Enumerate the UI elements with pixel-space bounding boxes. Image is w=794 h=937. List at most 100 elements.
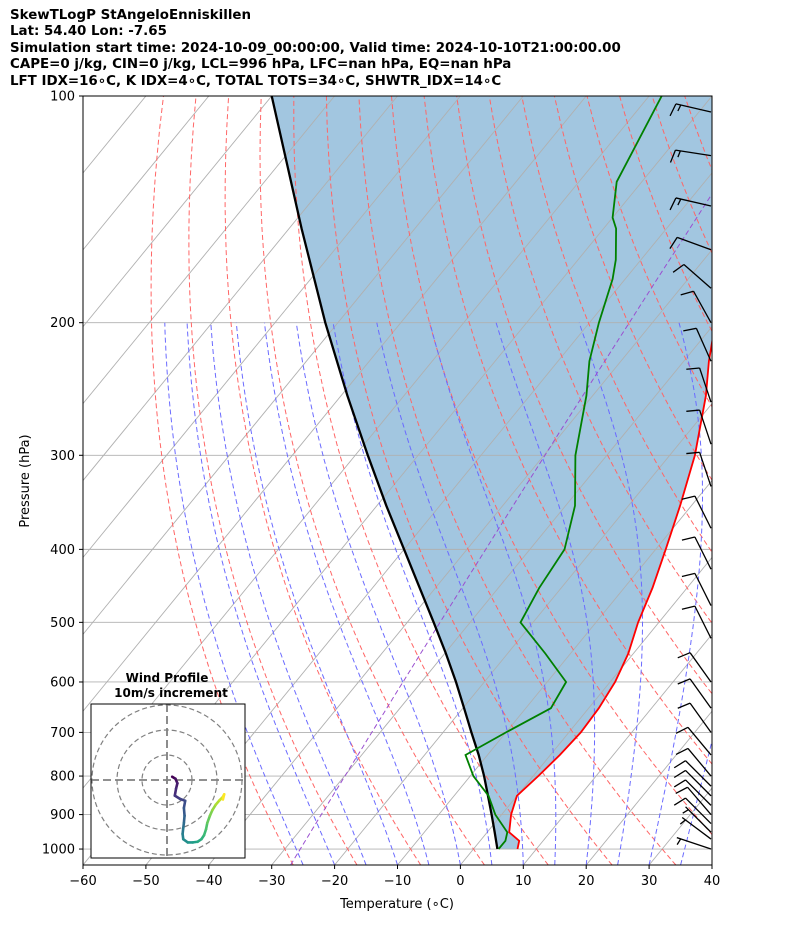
wind-barb-flag xyxy=(669,149,677,163)
time-line: Simulation start time: 2024-10-09_00:00:… xyxy=(10,40,621,56)
x-tick-label: 10 xyxy=(515,874,532,889)
cape-cin-shading xyxy=(271,96,712,849)
wind-barb-half-flag xyxy=(682,809,689,814)
hodograph-title: Wind Profile xyxy=(126,671,209,685)
wind-barb-staff xyxy=(695,328,712,362)
moist-adiabat xyxy=(429,322,557,865)
wind-barb xyxy=(677,702,712,733)
wind-barb-flag xyxy=(669,103,677,117)
wind-barb-staff xyxy=(683,264,712,289)
moist-adiabat xyxy=(186,322,336,865)
wind-barb xyxy=(680,290,712,324)
wind-barb xyxy=(672,263,712,289)
x-tick-label: 20 xyxy=(578,874,595,889)
wind-barb-flag xyxy=(673,769,686,779)
wind-barb-staff xyxy=(698,367,712,403)
moist-adiabat xyxy=(164,322,304,865)
wind-barb-half-flag xyxy=(679,819,686,825)
dry-adiabat xyxy=(358,96,677,865)
wind-barb-staff xyxy=(689,652,712,683)
wind-barb xyxy=(686,409,712,445)
mixing-ratio-line xyxy=(290,193,712,865)
wind-barb-flag xyxy=(669,237,678,249)
wind-barb-staff xyxy=(685,797,712,825)
moist-adiabat xyxy=(210,322,367,865)
dry-adiabat xyxy=(259,96,485,865)
hodograph-background xyxy=(91,704,245,858)
wind-barb xyxy=(681,572,712,606)
x-tick-label: −60 xyxy=(69,874,96,889)
isotherm-gridline xyxy=(334,402,712,865)
wind-barb-staff xyxy=(694,495,712,529)
wind-barb-half-flag xyxy=(677,104,682,112)
wind-barb-staff xyxy=(675,149,712,157)
wind-barb-flag xyxy=(681,572,696,578)
dewpoint-line xyxy=(464,96,663,850)
wind-barb-staff xyxy=(694,605,712,639)
isotherm-gridline xyxy=(522,633,712,865)
dry-adiabat xyxy=(750,96,794,865)
isotherm-gridline xyxy=(397,479,712,865)
isotherm-gridline xyxy=(83,96,210,251)
y-tick-label: 1000 xyxy=(42,843,75,858)
wind-barb xyxy=(675,726,712,756)
chart-header: SkewTLogP StAngeloEnniskillen Lat: 54.40… xyxy=(10,8,621,90)
wind-barb-staff xyxy=(685,769,712,797)
wind-barb xyxy=(669,197,712,211)
wind-barb-half-flag xyxy=(676,838,682,845)
wind-barb-staff xyxy=(687,726,712,756)
wind-barb xyxy=(686,451,712,487)
dry-adiabat xyxy=(717,96,794,865)
wind-barb-staff xyxy=(687,747,712,777)
isotherm-gridline xyxy=(145,172,712,865)
isotherm-gridline xyxy=(460,556,712,865)
wind-barb-staff xyxy=(685,760,712,787)
y-tick-label: 200 xyxy=(50,316,75,331)
isotherm-gridline xyxy=(585,710,712,865)
dry-adiabat xyxy=(293,96,549,865)
x-tick-label: 0 xyxy=(456,874,464,889)
dry-adiabat xyxy=(423,96,712,765)
moist-adiabat xyxy=(295,322,461,865)
wind-barb xyxy=(681,536,712,570)
wind-barb-staff xyxy=(694,536,712,570)
isotherm-gridline xyxy=(83,96,335,405)
x-tick-label: 30 xyxy=(641,874,658,889)
x-tick-label: −20 xyxy=(321,874,348,889)
wind-barb-flag xyxy=(675,747,689,756)
wind-barb-staff xyxy=(689,702,712,733)
wind-barb-staff xyxy=(676,837,712,850)
y-tick-label: 600 xyxy=(50,675,75,690)
wind-barb xyxy=(675,747,712,777)
wind-barb-staff xyxy=(685,806,712,833)
x-tick-label: −50 xyxy=(132,874,159,889)
wind-barb-half-flag xyxy=(677,150,681,158)
moist-adiabat xyxy=(264,322,430,865)
wind-barb xyxy=(679,816,712,840)
isotherm-gridline xyxy=(83,96,461,559)
wind-barb xyxy=(677,652,712,683)
dry-adiabat xyxy=(150,96,294,865)
wind-barb-flag xyxy=(683,327,697,332)
y-tick-label: 300 xyxy=(50,449,75,464)
wind-barb-flag xyxy=(672,263,685,273)
wind-barb xyxy=(681,605,712,639)
wind-barb-flag xyxy=(675,786,688,795)
dry-adiabat xyxy=(521,96,712,554)
isotherm-gridline xyxy=(83,96,84,97)
temperature-line xyxy=(508,337,712,850)
hodograph-subtitle: 10m/s increment xyxy=(114,686,228,700)
wind-barb-flag xyxy=(686,451,700,455)
moist-adiabat xyxy=(495,322,596,865)
wind-barb xyxy=(673,769,712,797)
x-axis-label: Temperature (∘C) xyxy=(339,897,454,912)
x-tick-label: −40 xyxy=(195,874,222,889)
wind-barb-staff xyxy=(692,290,712,324)
y-tick-label: 100 xyxy=(50,90,75,105)
hodograph-plot xyxy=(91,704,245,858)
wind-barb-flag xyxy=(681,495,696,500)
wind-barb-staff xyxy=(694,573,712,606)
wind-barb xyxy=(669,103,712,117)
x-tick-label: −30 xyxy=(258,874,285,889)
wind-barb-staff xyxy=(687,786,712,816)
